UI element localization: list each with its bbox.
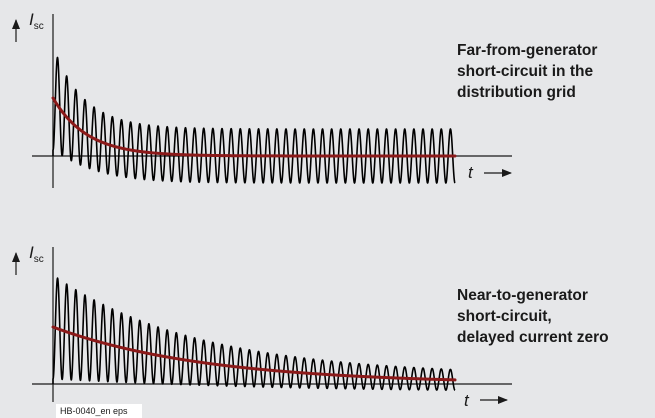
x-axis-label: t [468, 163, 474, 182]
dc-component-curve [51, 325, 457, 382]
chart-panel-near: Isc t Near-to-generator short-circuit, d… [12, 243, 609, 410]
chart-panel-far: Isc t Far-from-generator short-circuit i… [12, 10, 602, 188]
y-axis-label: Isc [29, 243, 44, 265]
short-circuit-current-waveform [52, 56, 456, 184]
x-axis-label: t [464, 391, 470, 410]
footer-code: HB-0040_en eps [60, 406, 128, 416]
short-circuit-current-waveform [52, 277, 456, 391]
y-axis-label: Isc [29, 10, 44, 32]
dc-component-curve [51, 96, 457, 158]
panel-caption: Far-from-generator short-circuit in the … [457, 42, 602, 101]
panel-caption: Near-to-generator short-circuit, delayed… [457, 287, 609, 346]
footer-box [56, 404, 142, 418]
